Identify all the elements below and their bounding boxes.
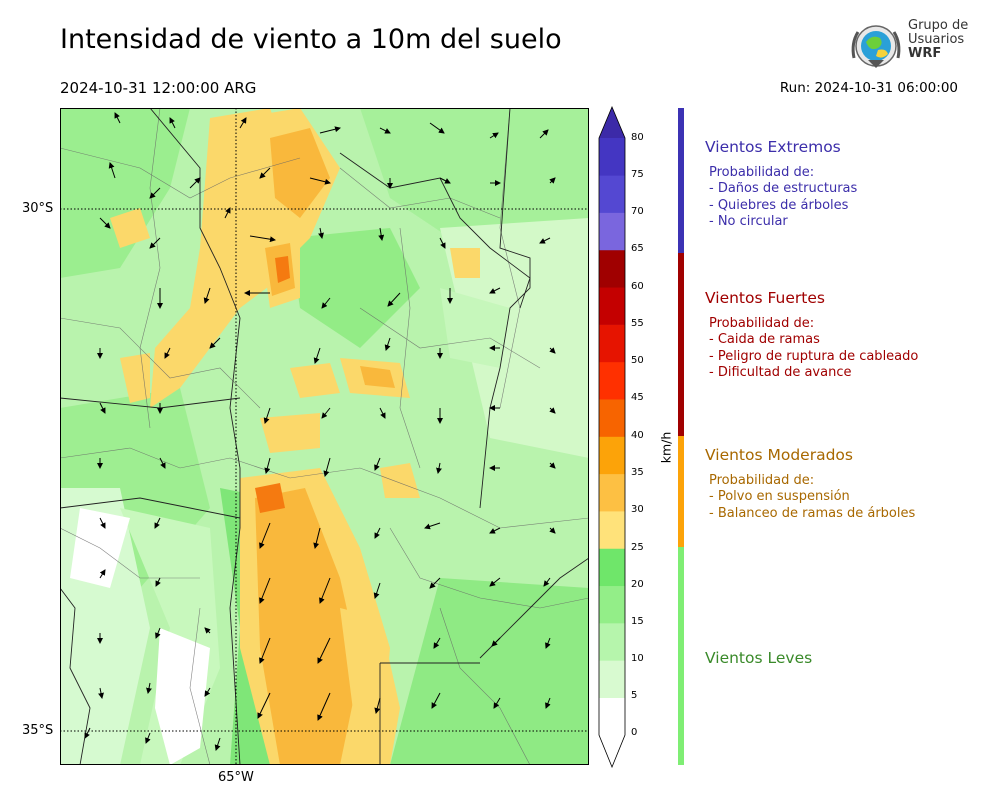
valid-time: 2024-10-31 12:00:00 ARG xyxy=(60,79,257,97)
category-line: - Dificultad de avance xyxy=(709,364,852,380)
colorbar-tick: 70 xyxy=(631,206,644,217)
colorbar-segment xyxy=(599,511,625,549)
colorbar-tick: 10 xyxy=(631,653,644,664)
wrf-logo: Grupo de Usuarios WRF xyxy=(848,18,968,74)
colorbar-segment xyxy=(599,436,625,475)
colorbar-outline xyxy=(598,106,626,768)
category-moderados: Vientos Moderados Probabilidad de: - Pol… xyxy=(705,446,915,522)
wind-map xyxy=(60,108,589,765)
logo-text-line1: Grupo de xyxy=(908,18,969,33)
category-line: Probabilidad de: xyxy=(709,316,815,331)
category-bar-leves xyxy=(678,547,684,765)
category-line: - Peligro de ruptura de cableado xyxy=(709,348,919,364)
category-bar-moderados xyxy=(678,436,684,547)
category-line: - Polvo en suspensión xyxy=(709,489,850,505)
colorbar-segment xyxy=(599,361,625,400)
category-bar-fuertes xyxy=(678,253,684,436)
category-title: Vientos Fuertes xyxy=(705,289,825,307)
category-bar-extremos xyxy=(678,108,684,253)
colorbar-segment xyxy=(599,697,625,736)
colorbar-tick: 5 xyxy=(631,690,638,701)
colorbar-unit: km/h xyxy=(658,431,674,464)
category-extremos: Vientos Extremos Probabilidad de: - Daño… xyxy=(705,138,857,230)
category-leves: Vientos Leves xyxy=(705,649,812,667)
colorbar-segment xyxy=(599,623,625,661)
lon-label-65w: 65°W xyxy=(218,770,254,785)
category-line: - Quiebres de árboles xyxy=(709,197,849,213)
colorbar-segment xyxy=(599,212,625,251)
colorbar-segment xyxy=(599,660,625,698)
logo-text-line3: WRF xyxy=(908,46,942,61)
colorbar-tick: 80 xyxy=(631,132,644,143)
colorbar-segment xyxy=(599,399,625,437)
category-title: Vientos Extremos xyxy=(705,138,841,156)
category-line: - No circular xyxy=(709,213,788,229)
colorbar-tick: 35 xyxy=(631,467,644,478)
colorbar-tick: 75 xyxy=(631,169,644,180)
logo-text-line2: Usuarios xyxy=(908,32,965,47)
globe-logo-icon xyxy=(851,25,901,68)
colorbar-segment xyxy=(599,287,625,325)
colorbar xyxy=(598,106,626,768)
lat-label-30s: 30°S xyxy=(22,201,54,216)
category-line: - Balanceo de ramas de árboles xyxy=(709,505,916,521)
category-title: Vientos Leves xyxy=(705,649,813,667)
page-title: Intensidad de viento a 10m del suelo xyxy=(60,24,562,55)
category-line: Probabilidad de: xyxy=(709,165,815,180)
colorbar-segment xyxy=(599,585,625,624)
run-time: Run: 2024-10-31 06:00:00 xyxy=(779,80,958,96)
category-line: - Caida de ramas xyxy=(709,332,820,348)
colorbar-segment xyxy=(599,473,625,512)
colorbar-tick: 65 xyxy=(631,243,644,254)
colorbar-tick: 40 xyxy=(631,430,644,441)
category-fuertes: Vientos Fuertes Probabilidad de: - Caida… xyxy=(705,289,918,381)
colorbar-extend-bottom xyxy=(599,735,625,767)
colorbar-segment xyxy=(599,175,625,213)
colorbar-extend-top xyxy=(599,107,625,138)
colorbar-tick: 45 xyxy=(631,392,644,403)
colorbar-tick: 0 xyxy=(631,727,638,738)
category-line: - Daños de estructuras xyxy=(709,181,858,197)
colorbar-segment xyxy=(599,548,625,587)
colorbar-tick: 15 xyxy=(631,616,644,627)
colorbar-segment xyxy=(599,138,625,176)
lat-label-35s: 35°S xyxy=(22,723,54,738)
colorbar-segment xyxy=(599,324,625,363)
colorbar-tick: 55 xyxy=(631,318,644,329)
colorbar-tick: 50 xyxy=(631,355,644,366)
category-title: Vientos Moderados xyxy=(705,446,853,464)
colorbar-segment xyxy=(599,249,625,288)
colorbar-tick: 60 xyxy=(631,281,644,292)
colorbar-tick: 20 xyxy=(631,579,644,590)
colorbar-tick: 25 xyxy=(631,542,644,553)
colorbar-tick: 30 xyxy=(631,504,644,515)
category-line: Probabilidad de: xyxy=(709,473,815,488)
